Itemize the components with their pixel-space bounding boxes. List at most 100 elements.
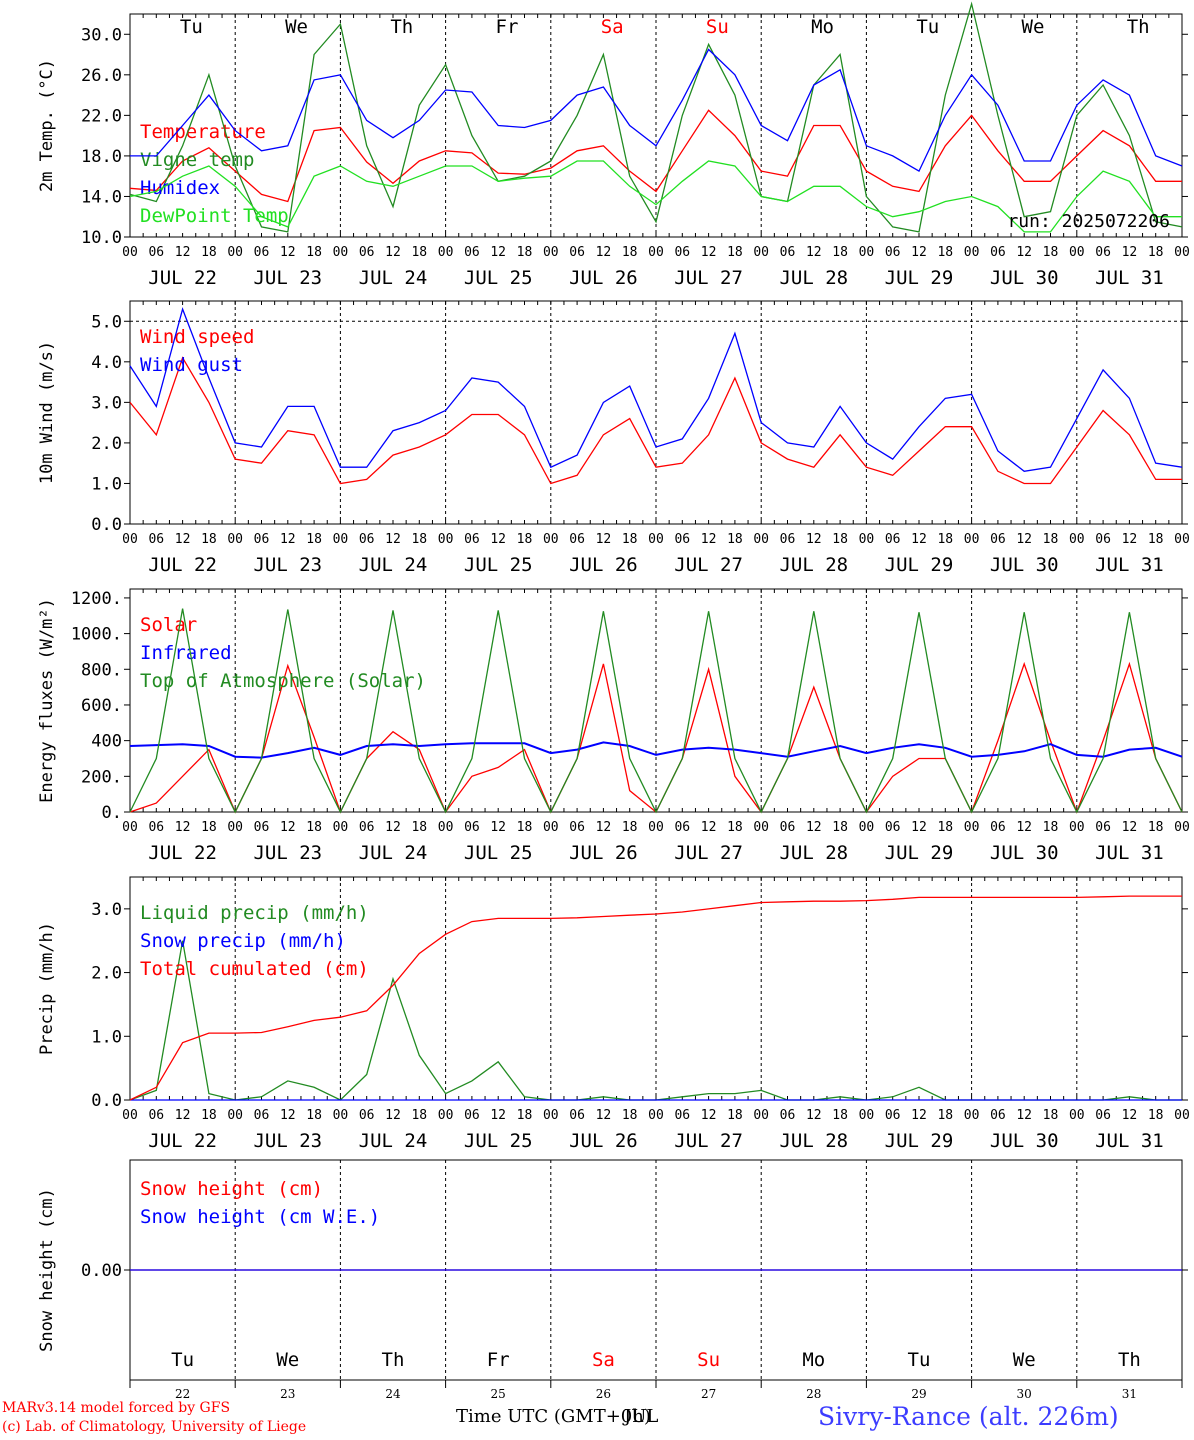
hour-tick-label: 00 (438, 820, 454, 835)
hour-tick-label: 06 (990, 1108, 1006, 1123)
hour-tick-label: 12 (280, 820, 296, 835)
day-number: 22 (175, 1387, 190, 1401)
y-tick-label: 1.0 (91, 1027, 122, 1047)
hour-tick-label: 06 (359, 1108, 375, 1123)
hour-tick-label: 00 (543, 245, 559, 260)
hour-tick-label: 00 (438, 1108, 454, 1123)
hour-tick-label: 12 (701, 820, 717, 835)
series-line-wind-speed (129, 356, 1182, 485)
hour-tick-label: 06 (780, 1108, 796, 1123)
date-label: JUL 27 (674, 842, 743, 864)
hour-tick-label: 18 (306, 245, 322, 260)
hour-tick-label: 18 (411, 820, 427, 835)
hour-tick-label: 18 (517, 1108, 533, 1123)
date-label: JUL 23 (253, 842, 322, 864)
y-tick-label: 22.0 (81, 106, 122, 126)
hour-tick-label: 12 (280, 245, 296, 260)
day-name-bottom: We (276, 1349, 299, 1371)
hour-tick-label: 12 (806, 245, 822, 260)
date-label: JUL 27 (674, 267, 743, 289)
day-number: 28 (806, 1387, 821, 1401)
date-label: JUL 22 (148, 554, 217, 576)
series-line-dewpoint-temp (129, 160, 1182, 233)
hour-tick-label: 06 (780, 532, 796, 547)
hour-tick-label: 06 (885, 1108, 901, 1123)
hour-tick-label: 12 (490, 245, 506, 260)
hour-tick-label: 06 (885, 532, 901, 547)
date-label: JUL 30 (990, 554, 1059, 576)
hour-tick-label: 06 (254, 532, 270, 547)
hour-tick-label: 06 (990, 532, 1006, 547)
hour-tick-label: 12 (911, 820, 927, 835)
hour-tick-label: 00 (1174, 245, 1190, 260)
day-name-top: Tu (180, 16, 203, 38)
hour-tick-label: 06 (464, 532, 480, 547)
series-line-infrared (129, 741, 1183, 759)
hour-tick-label: 18 (1043, 820, 1059, 835)
legend-entry: Solar (140, 614, 197, 636)
hour-tick-label: 12 (911, 532, 927, 547)
hour-tick-label: 18 (832, 245, 848, 260)
hour-tick-label: 00 (753, 820, 769, 835)
date-label: JUL 28 (779, 267, 848, 289)
day-number: 29 (911, 1387, 926, 1401)
y-tick-label: 400 (91, 732, 122, 752)
hour-tick-label: 06 (885, 820, 901, 835)
hour-tick-label: 06 (464, 1108, 480, 1123)
hour-tick-label: 00 (333, 532, 349, 547)
day-name-bottom: Mo (802, 1349, 825, 1371)
hour-tick-label: 12 (1122, 820, 1138, 835)
hour-tick-label: 06 (674, 245, 690, 260)
hour-tick-label: 12 (1016, 245, 1032, 260)
hour-tick-label: 00 (227, 245, 243, 260)
date-label: JUL 28 (779, 842, 848, 864)
day-name-top: We (1022, 16, 1045, 38)
date-label: JUL 25 (464, 554, 533, 576)
hour-tick-label: 06 (254, 1108, 270, 1123)
hour-tick-label: 00 (333, 1108, 349, 1123)
day-number: 30 (1017, 1387, 1032, 1401)
y-tick-label: 1200. (71, 589, 122, 609)
hour-tick-label: 06 (254, 245, 270, 260)
hour-tick-label: 06 (674, 820, 690, 835)
y-tick-label: 2.0 (91, 434, 122, 454)
hour-tick-label: 18 (517, 820, 533, 835)
hour-tick-label: 18 (201, 820, 217, 835)
hour-tick-label: 12 (490, 1108, 506, 1123)
hour-tick-label: 00 (543, 1108, 559, 1123)
date-label: JUL 24 (359, 842, 428, 864)
hour-tick-label: 00 (1174, 820, 1190, 835)
date-label: JUL 22 (148, 267, 217, 289)
hour-tick-label: 12 (490, 532, 506, 547)
hour-tick-label: 00 (648, 1108, 664, 1123)
series-line-vigne-temp (129, 1, 1183, 233)
series-line-total-cumulated-cm- (129, 895, 1182, 1101)
date-label: JUL 26 (569, 1130, 638, 1152)
hour-tick-label: 00 (753, 1108, 769, 1123)
hour-tick-label: 00 (648, 532, 664, 547)
station-name: Sivry-Rance (alt. 226m) (818, 1402, 1119, 1431)
panel-frame (129, 13, 1183, 238)
day-number: 25 (491, 1387, 506, 1401)
panel-frame (129, 300, 1183, 525)
hour-tick-label: 12 (806, 820, 822, 835)
hour-tick-label: 00 (1174, 532, 1190, 547)
hour-tick-label: 18 (727, 245, 743, 260)
footer-lab: (c) Lab. of Climatology, University of L… (2, 1419, 307, 1435)
day-name-top: Fr (496, 16, 519, 38)
date-label: JUL 26 (569, 842, 638, 864)
y-tick-label: 1000. (71, 625, 122, 645)
hour-tick-label: 18 (411, 1108, 427, 1123)
day-name-top: Mo (811, 16, 834, 38)
hour-tick-label: 12 (280, 532, 296, 547)
date-label: JUL 25 (464, 842, 533, 864)
date-label: JUL 29 (885, 554, 954, 576)
hour-tick-label: 00 (122, 245, 138, 260)
y-axis-label: Precip (mm/h) (37, 922, 57, 1055)
hour-tick-label: 00 (753, 532, 769, 547)
hour-tick-label: 12 (1122, 532, 1138, 547)
hour-tick-label: 00 (227, 820, 243, 835)
date-label: JUL 31 (1095, 1130, 1164, 1152)
hour-tick-label: 06 (990, 820, 1006, 835)
day-name-bottom: Tu (171, 1349, 194, 1371)
